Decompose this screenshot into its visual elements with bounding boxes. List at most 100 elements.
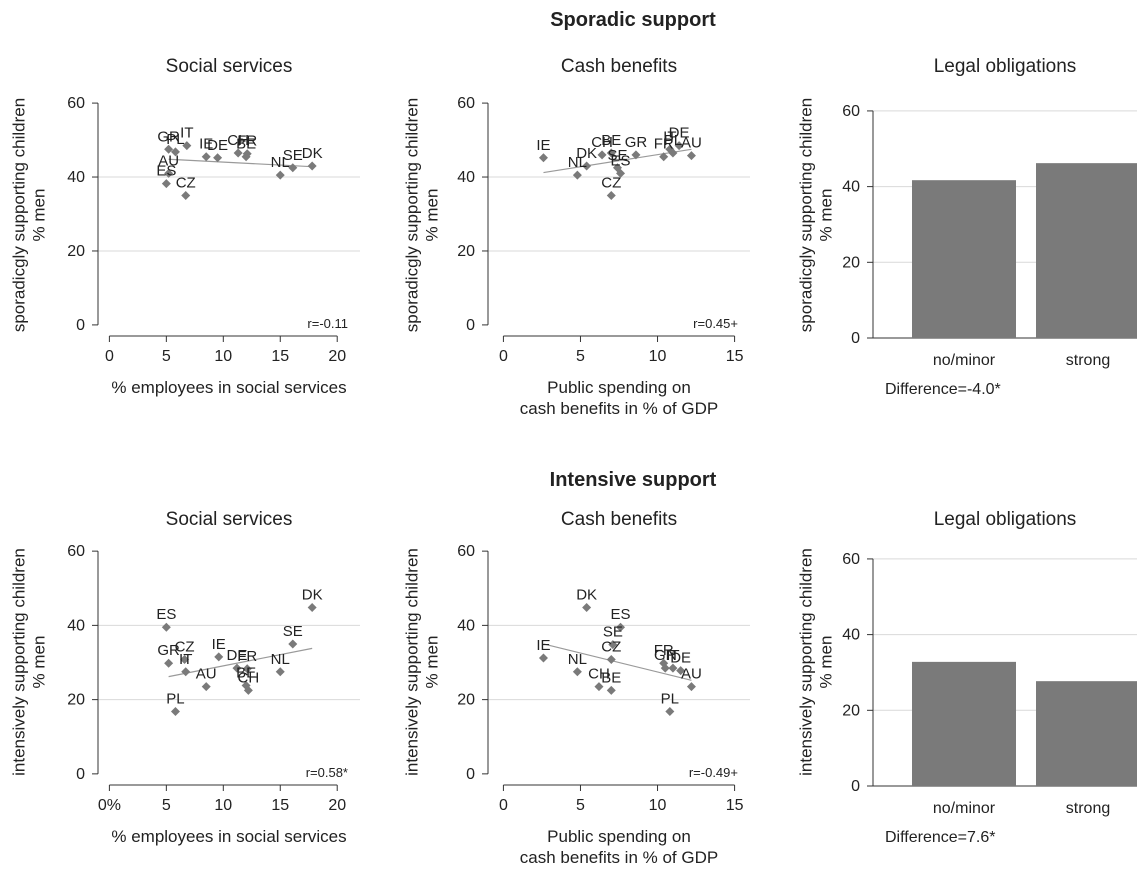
panel-6-bar-strong <box>1036 681 1137 786</box>
panel-5-point-de <box>676 666 686 676</box>
panel-6-difference: Difference=7.6* <box>885 829 995 846</box>
panel-5-xlabel-line-1: Public spending on <box>547 827 691 846</box>
panel-3-ylabel-line-2: % men <box>816 189 835 242</box>
panel-5-xtick-label-10: 10 <box>649 797 667 814</box>
panel-2-xtick-label-0: 0 <box>499 348 508 365</box>
panel-4-xtick-label-10: 10 <box>214 797 232 814</box>
panel-1-point-es <box>161 179 171 189</box>
panel-5-ytick-label-20: 20 <box>457 692 475 709</box>
panel-5-point-nl <box>572 667 582 677</box>
panel-2-point-label-dk: DK <box>576 145 597 162</box>
panel-4-point-label-fr: FR <box>237 648 257 665</box>
panel-4-point-label-be: BE <box>236 665 256 682</box>
panel-5-point-be <box>606 685 616 695</box>
panel-2-point-be <box>606 148 616 158</box>
panel-1-point-it <box>182 141 192 151</box>
panel-4-point-label-it: IT <box>179 651 192 668</box>
panel-4-ytick-label-60: 60 <box>67 543 85 560</box>
panel-5-point-label-de: DE <box>670 650 691 667</box>
panel-6-ytick-label-20: 20 <box>842 702 860 719</box>
panel-5-point-label-au: AU <box>681 666 702 683</box>
panel-5-point-au <box>686 682 696 692</box>
panel-5-point-label-es: ES <box>611 606 631 623</box>
panel-5-point-es <box>616 622 626 632</box>
panel-2-point-label-it: IT <box>663 128 676 145</box>
panel-2-point-es <box>616 168 626 178</box>
panel-2-point-label-au: AU <box>681 135 702 152</box>
panel-2-point-label-be: BE <box>601 132 621 149</box>
panel-3-ylabel-line-1: sporadicgly supporting children <box>796 98 815 332</box>
panel-1-point-cz <box>181 191 191 201</box>
panel-4-point-cz <box>180 655 190 665</box>
section-title-intensive: Intensive support <box>550 469 717 491</box>
panel-5-point-label-be: BE <box>601 669 621 686</box>
panel-1-point-gr <box>164 144 174 154</box>
panel-2-point-label-nl: NL <box>568 154 587 171</box>
panel-5-xlabel-line-2: cash benefits in % of GDP <box>520 848 718 867</box>
panel-3-ytick-label-20: 20 <box>842 254 860 271</box>
panel-4-ylabel-line-2: % men <box>29 636 48 689</box>
panel-5-point-label-nl: NL <box>568 651 587 668</box>
panel-1-point-label-fr: FR <box>237 133 257 150</box>
panel-5-point-it <box>668 663 678 673</box>
panel-4-xtick-label-0: 0% <box>98 797 121 814</box>
panel-5-point-label-ie: IE <box>536 637 550 654</box>
panel-5-point-ie <box>538 653 548 663</box>
panel-2-point-au <box>686 151 696 161</box>
panel-2-point-pl <box>668 148 678 158</box>
panel-1-point-label-de: DE <box>207 137 228 154</box>
panel-1-point-dk <box>307 161 317 171</box>
panel-1-point-se <box>288 163 298 173</box>
panel-4-point-label-ch: CH <box>238 669 260 686</box>
panel-1-xtick-label-0: 0 <box>105 348 114 365</box>
panel-5-point-label-pl: PL <box>661 691 679 708</box>
panel-4-ytick-label-0: 0 <box>76 766 85 783</box>
panel-1-point-de <box>213 153 223 163</box>
panel-6-title: Legal obligations <box>934 509 1077 530</box>
panel-4-xtick-label-5: 5 <box>162 797 171 814</box>
panel-2-point-ch <box>597 150 607 160</box>
panel-1-point-label-nl: NL <box>271 154 290 171</box>
panel-1-point-label-au: AU <box>158 152 179 169</box>
panel-5-point-label-se: SE <box>603 624 623 641</box>
panel-4-point-se <box>288 639 298 649</box>
panel-1-point-label-gr: GR <box>157 128 180 145</box>
panel-1-point-label-dk: DK <box>302 145 323 162</box>
panel-2-fit-line <box>543 148 692 174</box>
panel-2-point-cz <box>606 191 616 201</box>
panel-2-correlation: r=0.45+ <box>693 316 738 331</box>
panel-4-ylabel-line-1: intensively supporting children <box>9 548 28 776</box>
panel-1-ytick-label-60: 60 <box>67 95 85 112</box>
panel-2-point-label-de: DE <box>669 125 690 142</box>
panel-4-point-nl <box>275 667 285 677</box>
panel-5-ylabel-line-1: intensively supporting children <box>402 548 421 776</box>
panel-2-point-label-ch: CH <box>591 134 613 151</box>
panel-4-point-it <box>181 667 191 677</box>
panel-6-ytick-label-60: 60 <box>842 551 860 568</box>
panel-5-point-se <box>608 640 618 650</box>
panel-4-point-pl <box>170 707 180 716</box>
panel-2-point-label-es: ES <box>611 152 631 169</box>
panel-6-category-label-strong: strong <box>1066 800 1110 817</box>
panel-6-ytick-label-40: 40 <box>842 627 860 644</box>
panel-2-xlabel-line-2: cash benefits in % of GDP <box>520 399 718 418</box>
panel-5-point-dk <box>582 603 592 613</box>
panel-3-ytick-label-60: 60 <box>842 103 860 120</box>
panel-5-point-label-gr: GR <box>654 647 677 664</box>
panel-2-point-fr <box>659 152 669 162</box>
panel-5-ytick-label-40: 40 <box>457 617 475 634</box>
panel-2-xlabel-line-1: Public spending on <box>547 378 691 397</box>
panel-4-point-label-nl: NL <box>271 651 290 668</box>
panel-2-ylabel-line-1: sporadicgly supporting children <box>402 98 421 332</box>
panel-5-point-cz <box>606 655 616 665</box>
panel-6-bar-no-minor <box>912 661 1016 786</box>
panel-2-point-label-cz: CZ <box>601 175 621 192</box>
panel-6-ylabel-line-1: intensively supporting children <box>796 548 815 776</box>
panel-2-point-ie <box>538 153 548 163</box>
panel-2-point-label-fr: FR <box>654 136 674 153</box>
panel-1-point-label-ch: CH <box>227 132 249 149</box>
panel-4-point-label-pl: PL <box>166 691 184 708</box>
panel-2-point-dk <box>582 161 592 171</box>
section-title-sporadic: Sporadic support <box>550 9 716 31</box>
panel-5-point-label-dk: DK <box>576 587 597 604</box>
